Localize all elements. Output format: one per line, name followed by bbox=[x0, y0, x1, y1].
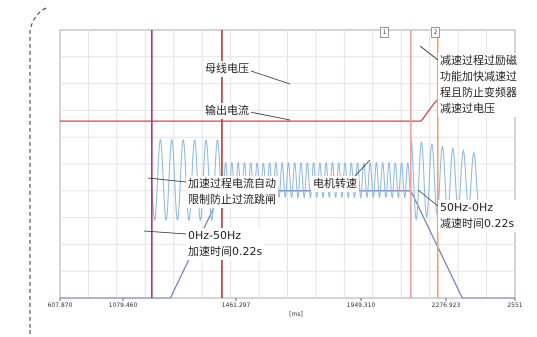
decel-freq-note: 50Hz-0Hz 减速时间0.22s bbox=[438, 200, 517, 232]
x-tick-label: 1461.297 bbox=[221, 302, 251, 309]
accel-current-limit-note: 加速过程电流自动 限制防止过流跳闸 bbox=[186, 176, 278, 208]
x-tick-label: 2551 bbox=[507, 302, 523, 309]
cursor-tag: 2 bbox=[431, 27, 440, 38]
annotation-leader-line bbox=[417, 189, 439, 207]
x-tick-label: 1949.310 bbox=[346, 302, 376, 309]
bus-voltage-label: 母线电压 bbox=[203, 61, 251, 77]
cursor-tag: 1 bbox=[380, 27, 389, 38]
annotation-leader-line bbox=[354, 159, 371, 177]
dashed-border bbox=[29, 7, 47, 336]
output-current-label: 输出电流 bbox=[203, 103, 251, 119]
decel-overexcitation-note: 减速过程过励磁 功能加快减速过 程且防止变频器 减速过电压 bbox=[438, 53, 519, 117]
annotation-leader-line bbox=[249, 111, 291, 121]
annotation-leader-line bbox=[143, 230, 187, 235]
annotation-leader-line bbox=[247, 69, 291, 85]
x-axis-unit-label: [ms] bbox=[289, 311, 303, 318]
x-tick-label: 2276.923 bbox=[431, 302, 461, 309]
annotation-leader-line bbox=[419, 45, 439, 61]
accel-freq-note: 0Hz-50Hz 加速时间0.22s bbox=[186, 228, 265, 260]
annotation-leader-line bbox=[147, 177, 187, 183]
x-tick-label: 607.870 bbox=[47, 302, 73, 309]
motor-speed-label: 电机转速 bbox=[311, 176, 359, 192]
x-tick-label: 1079.460 bbox=[108, 302, 138, 309]
